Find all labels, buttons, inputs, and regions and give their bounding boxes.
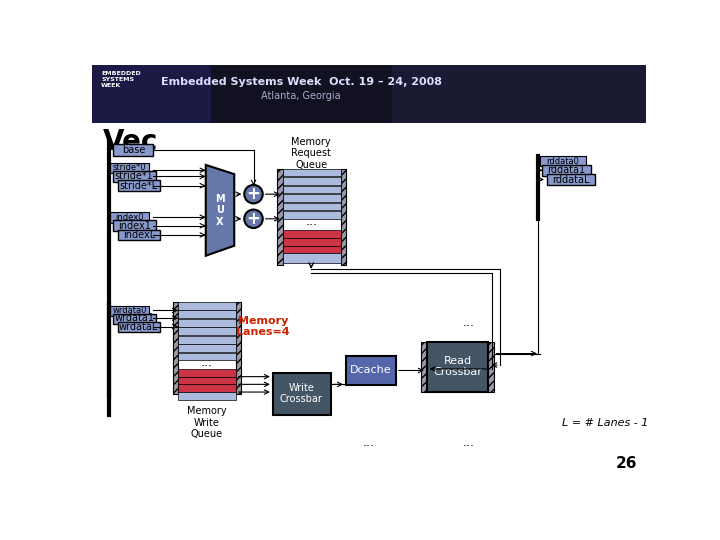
Text: M
U
X: M U X <box>215 194 225 227</box>
Bar <box>235 302 241 394</box>
Text: index0: index0 <box>115 213 144 222</box>
Bar <box>178 392 235 400</box>
Text: EMBEDDED
SYSTEMS
WEEK: EMBEDDED SYSTEMS WEEK <box>101 71 141 87</box>
Bar <box>178 384 235 392</box>
Bar <box>113 171 156 182</box>
Text: L = # Lanes - 1: L = # Lanes - 1 <box>562 418 648 428</box>
Text: Dcache: Dcache <box>350 366 392 375</box>
Text: rddata0: rddata0 <box>546 157 580 166</box>
Bar <box>110 212 149 222</box>
Text: Write
Crossbar: Write Crossbar <box>280 383 323 404</box>
Text: stride*1: stride*1 <box>114 172 153 181</box>
Bar <box>113 220 156 231</box>
Bar <box>118 230 161 240</box>
Bar <box>118 322 161 332</box>
Bar <box>283 177 341 185</box>
Text: indexL: indexL <box>122 230 155 240</box>
Bar <box>178 377 235 384</box>
Bar <box>178 319 235 327</box>
Bar <box>92 65 211 123</box>
Text: Read
Crossbar: Read Crossbar <box>433 356 482 377</box>
Text: ...: ... <box>305 215 318 228</box>
Bar <box>341 168 346 265</box>
Bar <box>427 342 488 392</box>
Bar <box>346 356 396 385</box>
Text: Atlanta, Georgia: Atlanta, Georgia <box>261 91 341 100</box>
Bar <box>118 180 161 191</box>
Bar <box>283 202 341 210</box>
Bar <box>283 168 341 177</box>
Bar <box>178 302 235 309</box>
Text: 26: 26 <box>616 456 637 471</box>
Text: Vec: Vec <box>104 128 158 156</box>
Bar <box>178 369 235 377</box>
Bar <box>421 342 427 392</box>
Text: base: base <box>122 145 145 156</box>
Text: wrdata0: wrdata0 <box>112 306 147 315</box>
Text: rddataL: rddataL <box>552 174 590 185</box>
Text: ...: ... <box>463 316 475 329</box>
Bar <box>488 342 494 392</box>
Text: rddata1: rddata1 <box>547 165 585 176</box>
Bar <box>283 211 341 219</box>
Circle shape <box>244 210 263 228</box>
Bar <box>110 163 149 173</box>
Bar <box>178 345 235 352</box>
Text: stride*0: stride*0 <box>113 164 146 172</box>
Bar <box>277 168 283 265</box>
Bar <box>113 314 156 323</box>
Bar <box>283 246 341 253</box>
Text: index1: index1 <box>117 221 150 231</box>
Bar <box>283 253 341 262</box>
Bar <box>283 231 341 238</box>
Text: Embedded Systems Week  Oct. 19 – 24, 2008: Embedded Systems Week Oct. 19 – 24, 2008 <box>161 77 442 87</box>
Bar <box>273 373 330 415</box>
Bar <box>542 165 590 176</box>
Text: stride*L: stride*L <box>120 181 158 191</box>
Bar <box>283 186 341 193</box>
Circle shape <box>244 185 263 204</box>
Text: wrdata1: wrdata1 <box>114 313 154 323</box>
Text: wrdataL: wrdataL <box>119 322 158 332</box>
Bar <box>283 194 341 202</box>
Text: ...: ... <box>463 436 475 449</box>
Text: Memory
Write
Queue: Memory Write Queue <box>186 406 226 440</box>
Bar <box>173 302 178 394</box>
Text: ...: ... <box>363 436 375 449</box>
Bar <box>178 353 235 361</box>
Bar <box>113 144 153 157</box>
Text: +: + <box>246 185 261 203</box>
Bar <box>283 238 341 246</box>
Text: ...: ... <box>201 356 212 369</box>
Bar <box>392 65 647 123</box>
Bar <box>178 327 235 335</box>
Bar <box>178 336 235 343</box>
Text: +: + <box>246 210 261 228</box>
Bar <box>178 310 235 318</box>
Bar <box>547 174 595 185</box>
Polygon shape <box>206 165 234 256</box>
Text: Memory
Request
Queue: Memory Request Queue <box>292 137 331 170</box>
Bar <box>540 156 586 166</box>
Bar <box>92 65 647 123</box>
Bar <box>110 306 149 316</box>
Text: Memory
Lanes=4: Memory Lanes=4 <box>236 316 289 338</box>
